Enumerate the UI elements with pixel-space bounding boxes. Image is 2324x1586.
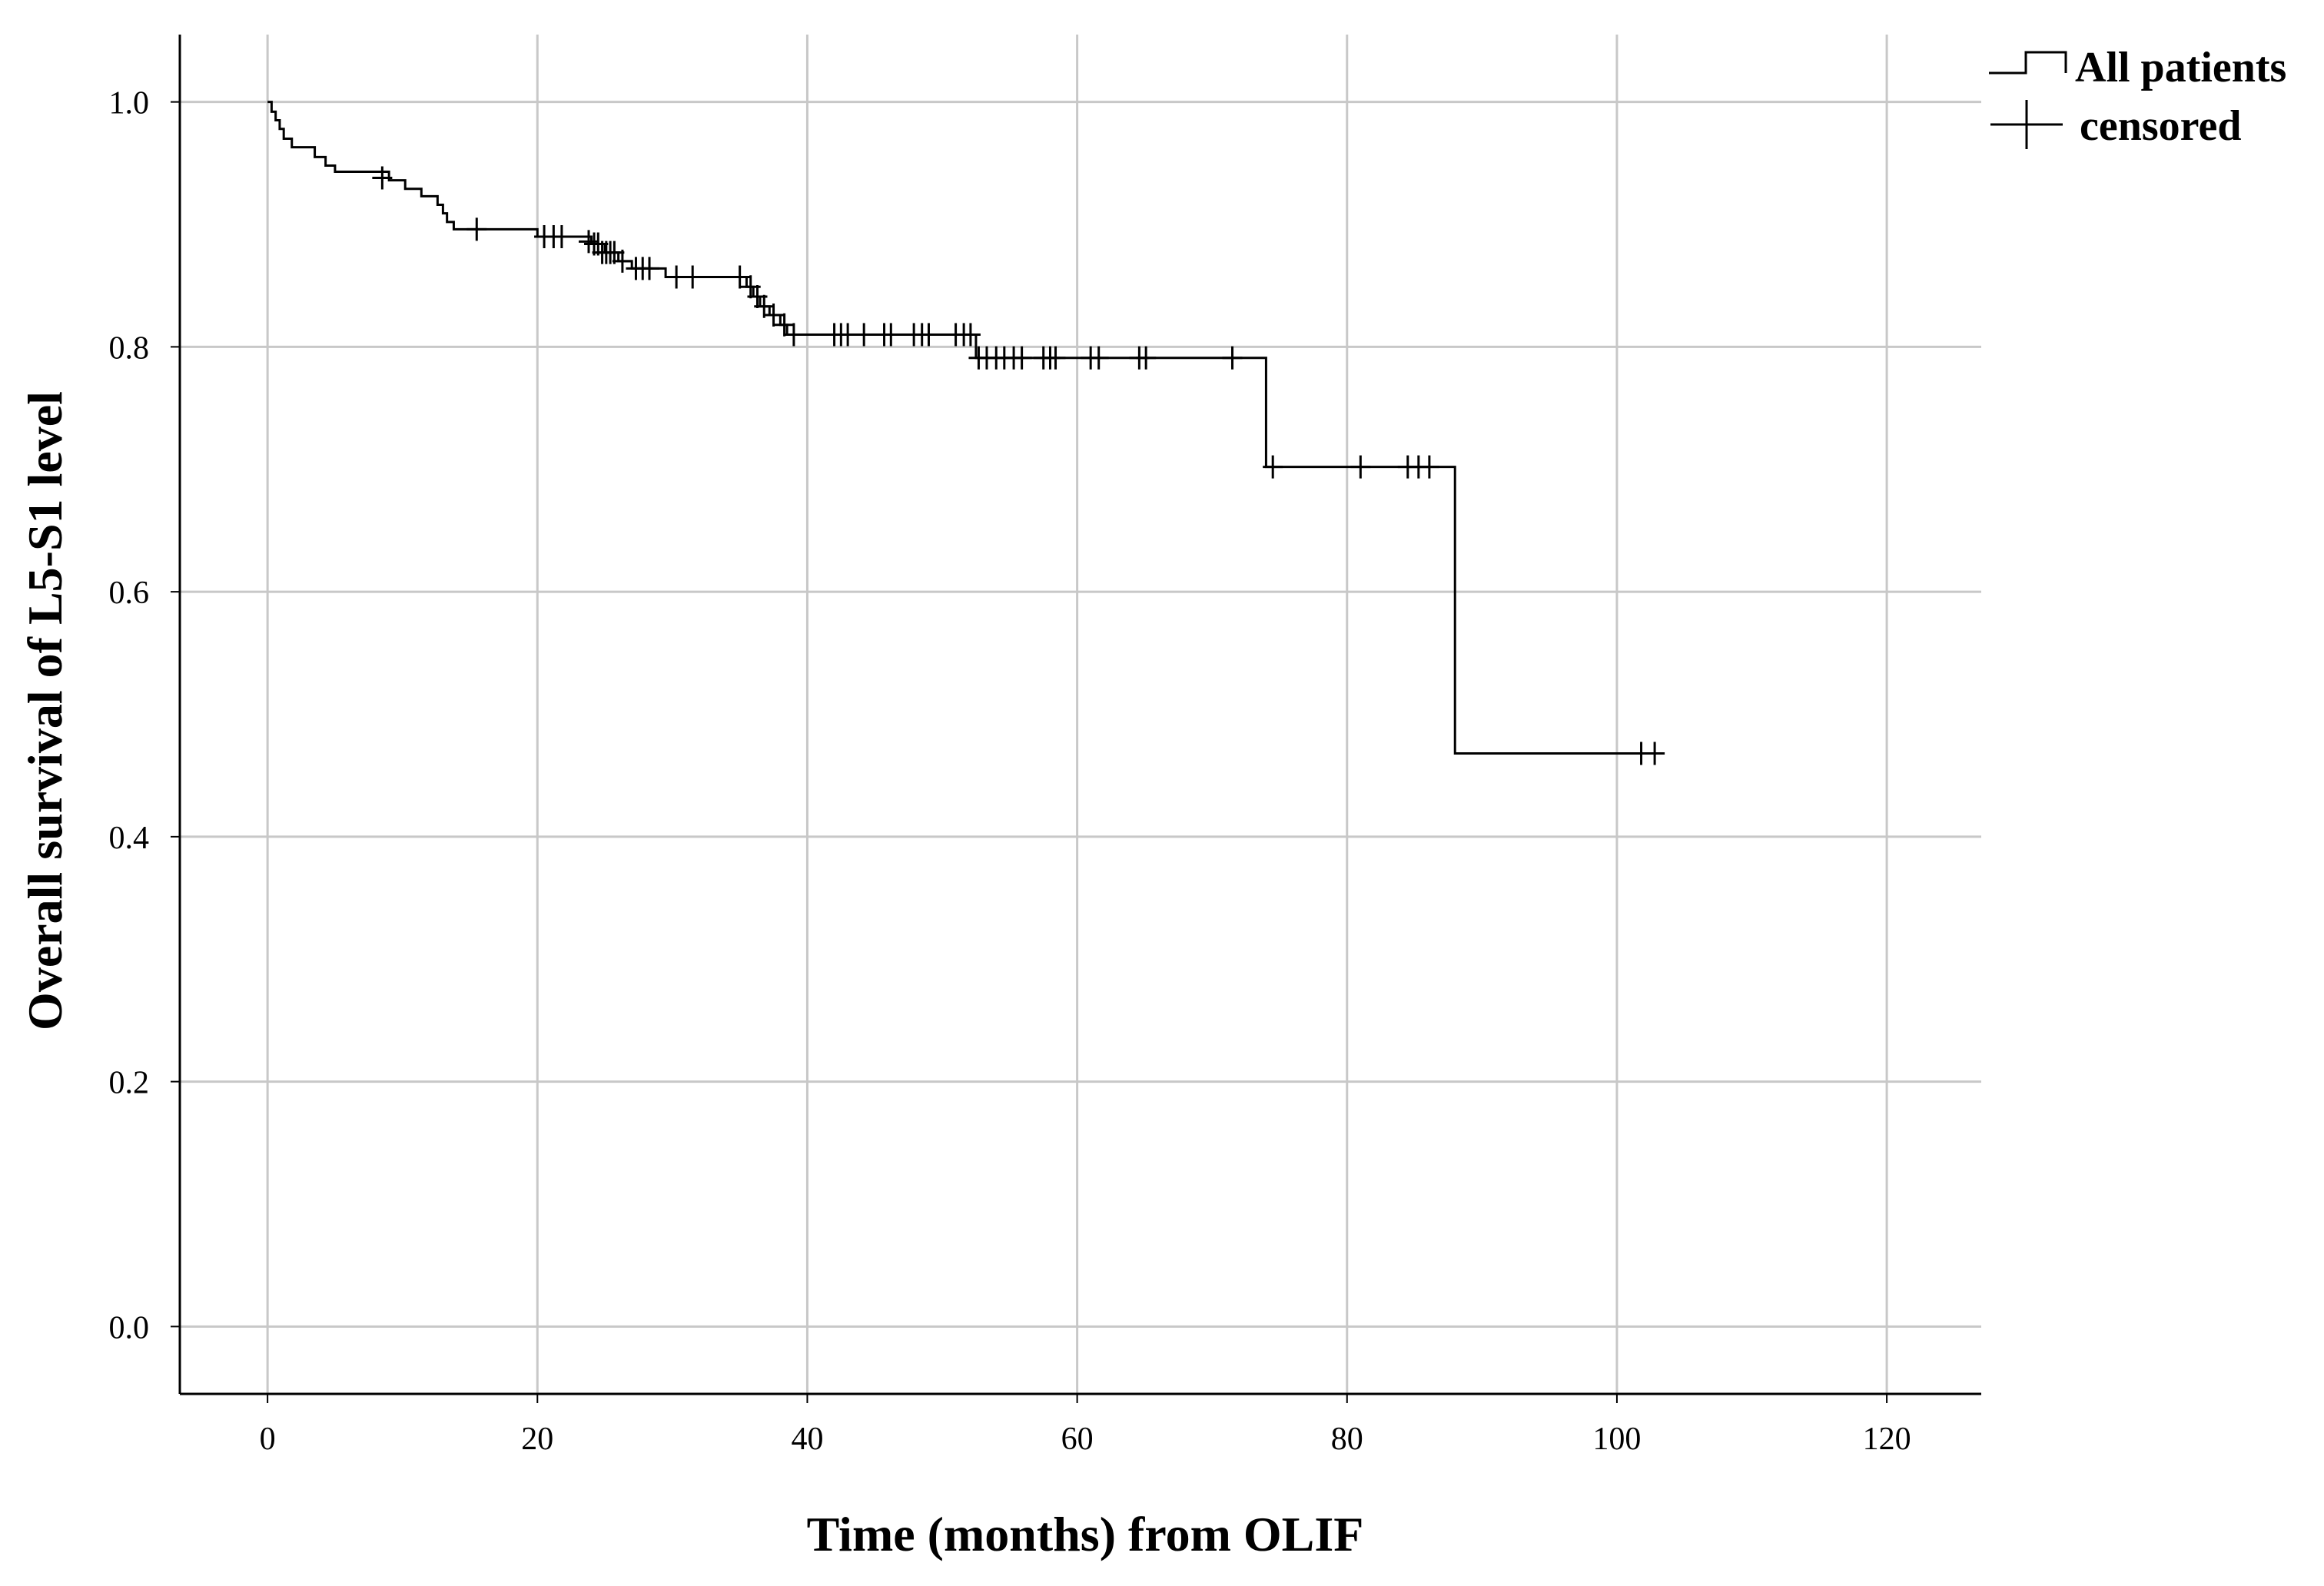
- censored-marks: [372, 166, 1665, 765]
- censored-mark: [612, 249, 632, 273]
- censored-mark: [1045, 346, 1066, 370]
- x-tick-label: 120: [1863, 1422, 1911, 1457]
- censored-mark: [682, 265, 703, 289]
- y-tick-label: 0.2: [109, 1066, 150, 1101]
- grid-lines: [171, 35, 1981, 1403]
- censored-mark: [1136, 346, 1157, 370]
- censored-mark: [466, 217, 487, 241]
- legend-censored-symbol: [1990, 100, 2063, 149]
- censored-mark: [729, 265, 750, 289]
- censored-mark: [1419, 455, 1439, 479]
- censored-mark: [1263, 455, 1283, 479]
- y-tick-labels: 0.0 0.2 0.4 0.6 0.8 1.0: [109, 86, 150, 1346]
- censored-mark: [1350, 455, 1371, 479]
- y-tick-label: 0.8: [109, 330, 150, 366]
- x-tick-label: 80: [1331, 1422, 1363, 1457]
- censored-mark: [774, 313, 795, 337]
- x-tick-label: 40: [791, 1422, 823, 1457]
- y-tick-label: 0.0: [109, 1310, 150, 1345]
- survival-series: [267, 101, 1665, 755]
- censored-mark: [1645, 742, 1665, 765]
- censored-mark: [1222, 346, 1243, 370]
- y-axis-title: Overall survival of L5-S1 level: [18, 391, 72, 1030]
- censored-mark: [1088, 346, 1109, 370]
- x-tick-label: 20: [521, 1422, 553, 1457]
- legend-label-censored: censored: [2080, 102, 2242, 150]
- censored-mark: [763, 303, 784, 327]
- censored-mark: [551, 224, 572, 248]
- survival-step-line: [267, 101, 1665, 755]
- legend: All patients censored: [1989, 44, 2286, 150]
- x-tick-label: 0: [260, 1422, 276, 1457]
- y-tick-label: 0.4: [109, 821, 150, 856]
- censored-mark: [579, 230, 599, 254]
- censored-mark: [783, 323, 804, 347]
- censored-mark: [1011, 346, 1032, 370]
- x-tick-labels: 0 20 40 60 80 100 120: [260, 1422, 1911, 1457]
- censored-mark: [372, 166, 393, 190]
- censored-mark: [960, 323, 981, 347]
- axes: [178, 35, 1981, 1395]
- x-tick-label: 100: [1592, 1422, 1641, 1457]
- x-tick-label: 60: [1061, 1422, 1094, 1457]
- x-axis-title: Time (months) from OLIF: [807, 1507, 1364, 1561]
- legend-label-all-patients: All patients: [2075, 44, 2286, 91]
- y-tick-label: 1.0: [109, 86, 150, 121]
- censored-mark: [639, 257, 660, 280]
- censored-mark: [854, 323, 875, 347]
- legend-step-symbol: [1989, 51, 2067, 75]
- censored-mark: [918, 323, 939, 347]
- censored-mark: [881, 323, 901, 347]
- y-tick-label: 0.6: [109, 576, 150, 611]
